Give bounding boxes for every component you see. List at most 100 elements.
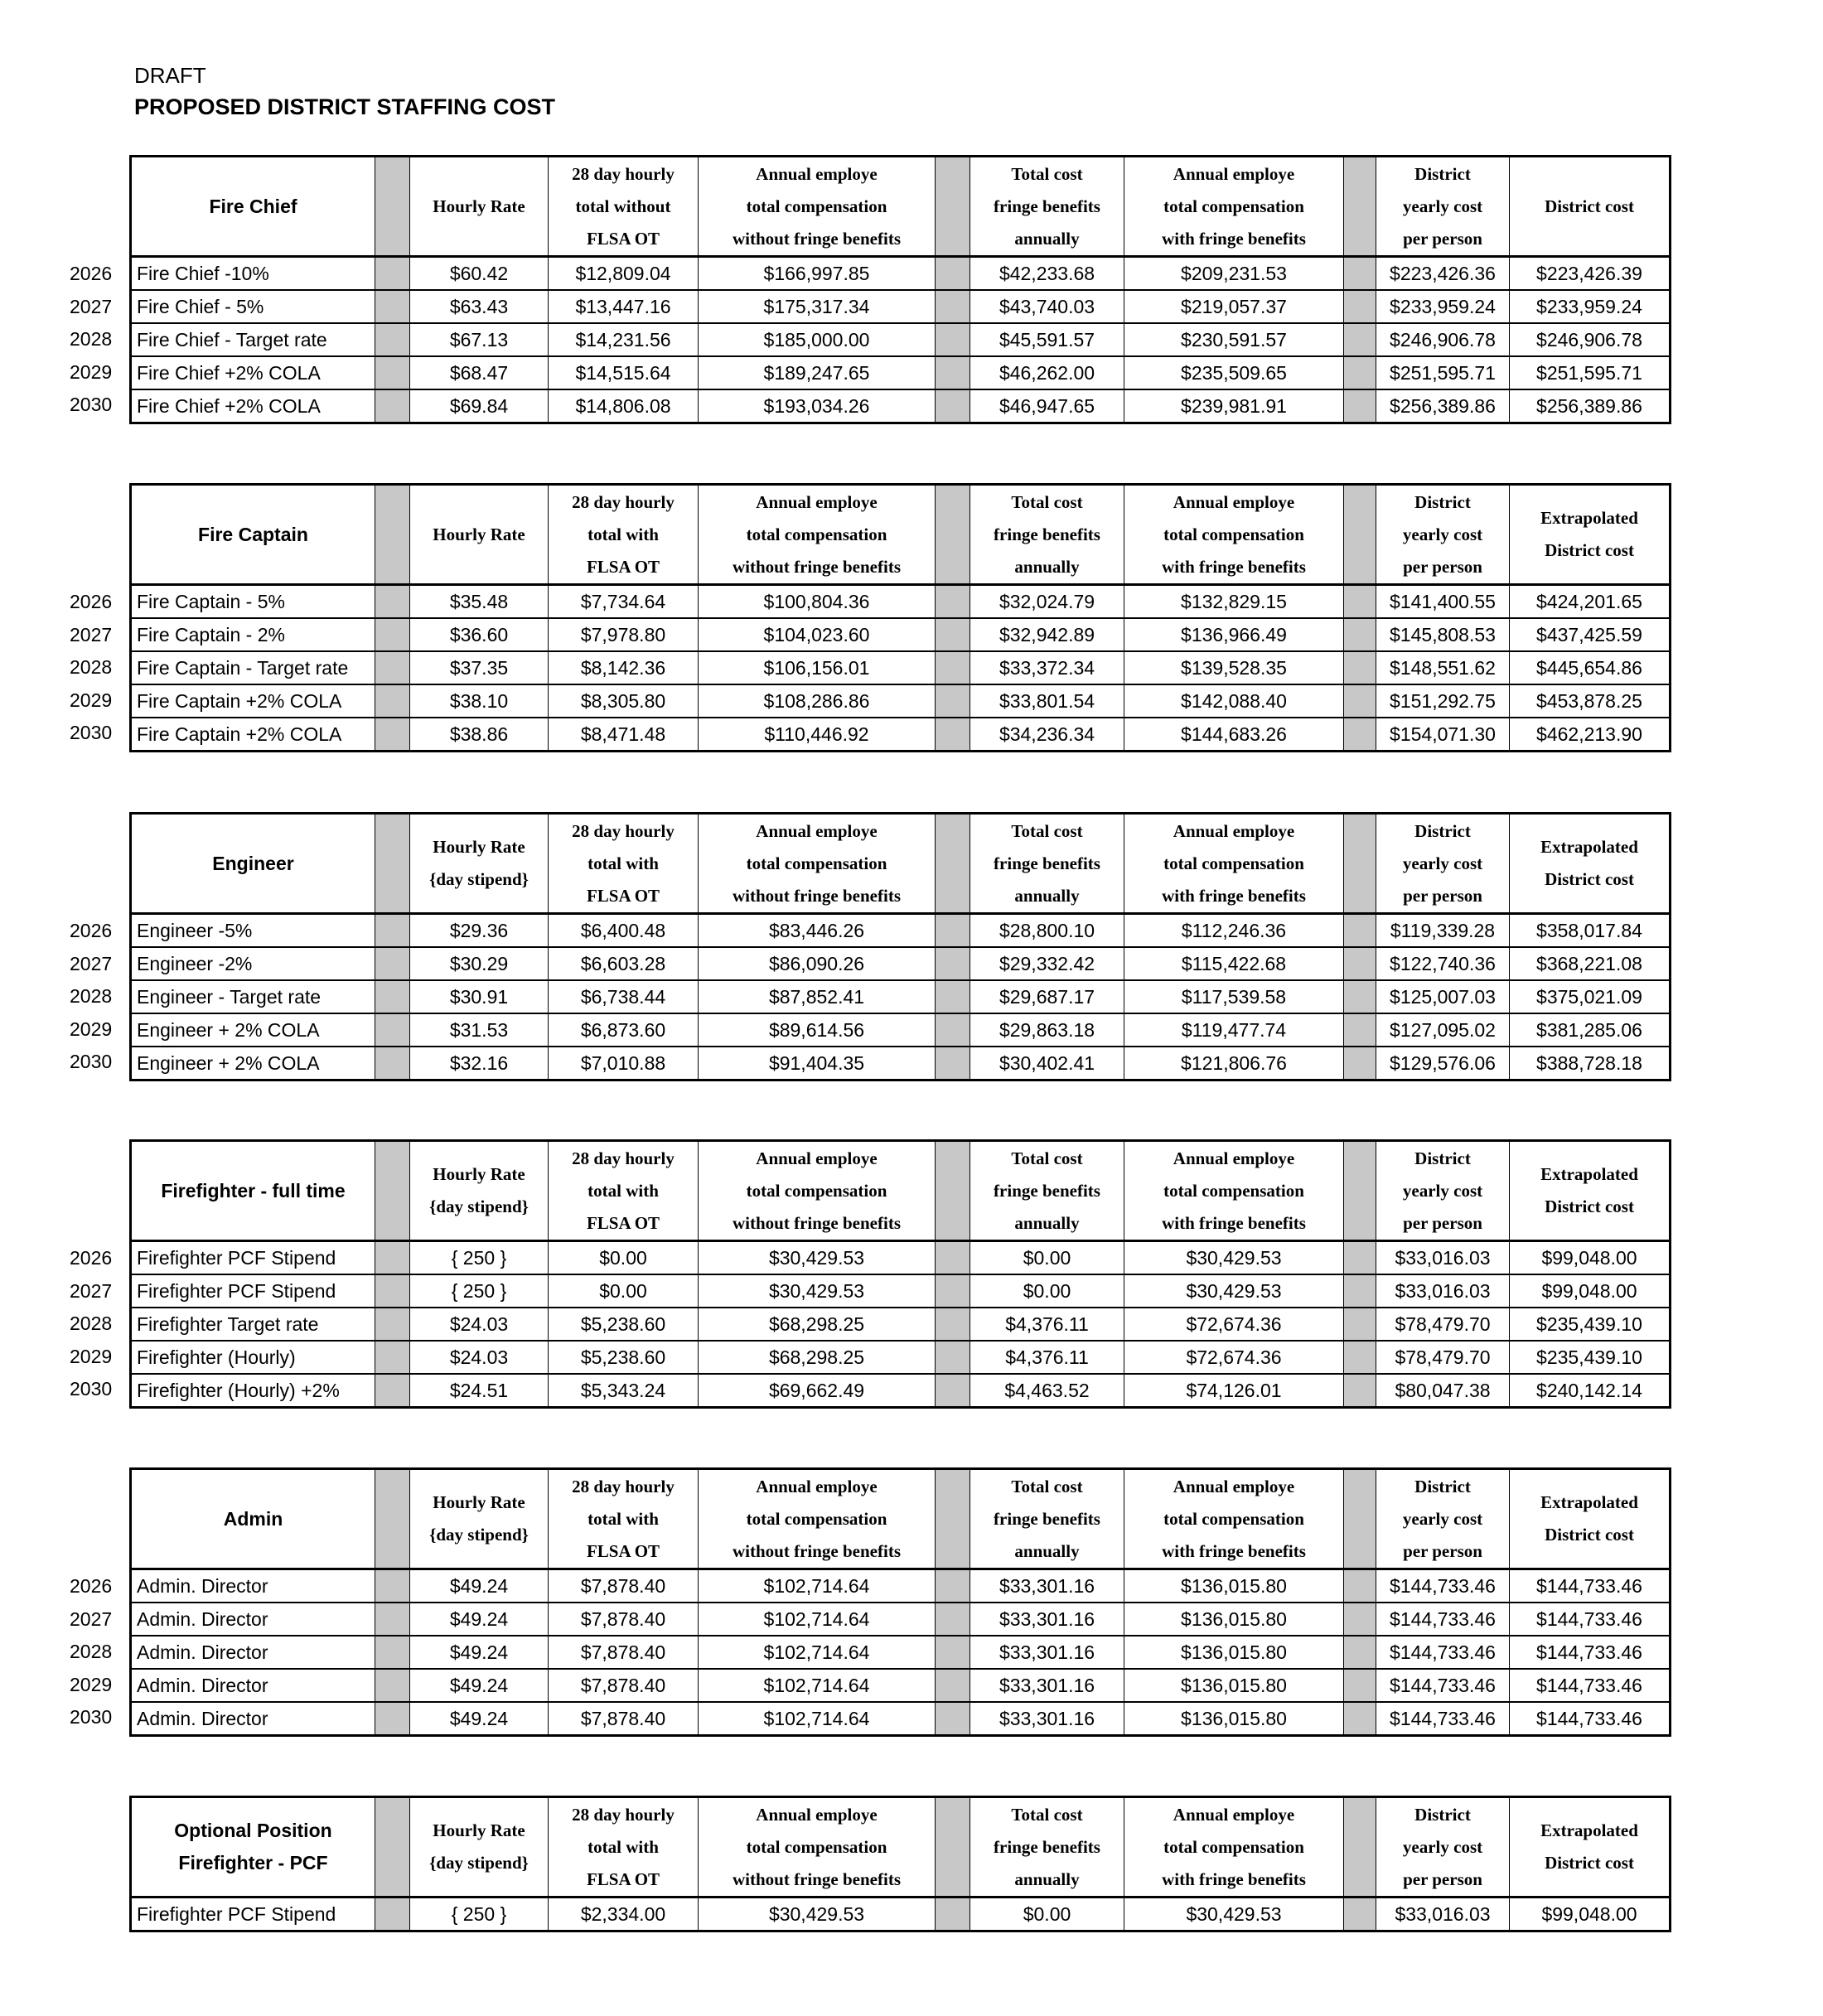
value-cell: $7,978.80 [548,617,699,652]
column-header-line: with fringe benefits [1162,228,1306,249]
value-cell: $80,047.38 [1376,1373,1510,1408]
year-label: 2027 [70,952,113,974]
column-header-line: total with [588,1180,659,1201]
value-cell: $2,334.00 [548,1897,699,1931]
table-header-row: Optional Position Firefighter - PCF Hourly… [130,1796,1671,1898]
column-header-line: FLSA OT [586,1869,660,1889]
column-header-line: Total cost [1011,491,1083,512]
column-header-line: FLSA OT [586,1212,660,1233]
column-header: Annual employe total compensation with fri… [1124,156,1344,257]
value-cell: $33,372.34 [970,650,1124,685]
value-cell: $0.00 [970,1240,1124,1275]
column-header: Annual employe total compensation with fri… [1124,1140,1344,1241]
column-header-line: Annual employe [1173,163,1295,184]
staffing-table: Engineer Hourly Rate {day stipend} 28 day h… [129,812,1671,1081]
value-cell: $223,426.36 [1376,256,1510,291]
separator-cell [375,650,410,685]
column-header-line: District [1414,1148,1471,1168]
separator-cell [1343,1340,1376,1375]
value-cell: $445,654.86 [1509,650,1671,685]
column-header: Hourly Rate {day stipend} [409,1796,549,1898]
value-cell: $144,733.46 [1509,1668,1671,1703]
staffing-table: Admin Hourly Rate {day stipend} 28 day hour… [129,1467,1671,1737]
year-label: 2028 [70,1313,113,1335]
column-header: Total cost fringe benefits annually [970,1796,1124,1898]
column-header-line: total compensation [1163,1836,1304,1857]
table-row: Engineer + 2% COLA $32.16 $7,010.88 $91,404… [130,1046,1671,1081]
value-cell: $49.24 [409,1701,549,1736]
separator-column [375,484,410,585]
column-header-line: Annual employe [1173,1148,1295,1168]
column-header: Annual employe total compensation with fri… [1124,484,1344,585]
column-header-line: Total cost [1011,1804,1083,1825]
separator-cell [375,617,410,652]
separator-cell [1343,1274,1376,1308]
separator-cell [1343,650,1376,685]
separator-column [375,1796,410,1898]
column-header: Total cost fringe benefits annually [970,813,1124,914]
value-cell: $74,126.01 [1124,1373,1344,1408]
column-header: Annual employe total compensation without … [698,484,936,585]
separator-cell [1343,1897,1376,1931]
value-cell: $60.42 [409,256,549,291]
column-header: Annual employe total compensation with fri… [1124,1796,1344,1898]
value-cell: $33,016.03 [1376,1274,1510,1308]
value-cell: $89,614.56 [698,1013,936,1047]
column-header-line: with fringe benefits [1162,1540,1306,1561]
value-cell: $99,048.00 [1509,1240,1671,1275]
value-cell: $129,576.06 [1376,1046,1510,1081]
separator-cell [1343,322,1376,357]
column-header-line: Extrapolated [1540,837,1638,857]
value-cell: $24.03 [409,1340,549,1375]
value-cell: $144,733.46 [1376,1668,1510,1703]
column-header-line: Hourly Rate [433,524,525,544]
value-cell: $8,142.36 [548,650,699,685]
value-cell: $7,878.40 [548,1701,699,1736]
value-cell: $240,142.14 [1509,1373,1671,1408]
separator-cell [375,1569,410,1603]
separator-cell [375,1701,410,1736]
value-cell: $29,687.17 [970,979,1124,1014]
value-cell: $246,906.78 [1509,322,1671,357]
value-cell: $49.24 [409,1635,549,1670]
value-cell: $462,213.90 [1509,717,1671,752]
row-label: Engineer + 2% COLA [130,1046,375,1081]
year-label: 2026 [70,263,113,284]
value-cell: $30,429.53 [1124,1240,1344,1275]
separator-cell [375,1013,410,1047]
column-header-line: total compensation [746,524,887,544]
separator-cell [375,355,410,390]
year-label: 2026 [70,1247,113,1269]
value-cell: $46,262.00 [970,355,1124,390]
row-label: Admin. Director [130,1569,375,1603]
column-header-line: Hourly Rate [433,1164,525,1184]
separator-cell [375,684,410,718]
table-title-line: Engineer [212,852,294,874]
value-cell: $78,479.70 [1376,1340,1510,1375]
separator-cell [1343,1240,1376,1275]
column-header: Extrapolated District cost [1509,1140,1671,1241]
separator-cell [935,1274,970,1308]
value-cell: $122,740.36 [1376,946,1510,981]
column-header-line: District [1414,1476,1471,1496]
row-label: Fire Captain - 2% [130,617,375,652]
value-cell: { 250 } [409,1274,549,1308]
table-row: Fire Captain - 5% $35.48 $7,734.64 $100,804… [130,584,1671,619]
value-cell: $136,015.80 [1124,1569,1344,1603]
separator-cell [935,1602,970,1636]
row-label: Fire Chief +2% COLA [130,355,375,390]
column-header-line: total compensation [746,196,887,216]
column-header-line: annually [1014,1540,1080,1561]
table-row: Admin. Director $49.24 $7,878.40 $102,714.6… [130,1635,1671,1670]
value-cell: $209,231.53 [1124,256,1344,291]
table-row: Fire Chief -10% $60.42 $12,809.04 $166,997.… [130,256,1671,291]
column-header: Total cost fringe benefits annually [970,1468,1124,1569]
table-title: Optional Position Firefighter - PCF [130,1796,375,1898]
value-cell: $35.48 [409,584,549,619]
value-cell: $136,015.80 [1124,1701,1344,1736]
column-header-line: per person [1403,1869,1482,1889]
column-header-line: Extrapolated [1540,1164,1638,1184]
value-cell: $33,301.16 [970,1635,1124,1670]
column-header-line: Annual employe [756,1476,878,1496]
year-label: 2029 [70,1018,113,1040]
